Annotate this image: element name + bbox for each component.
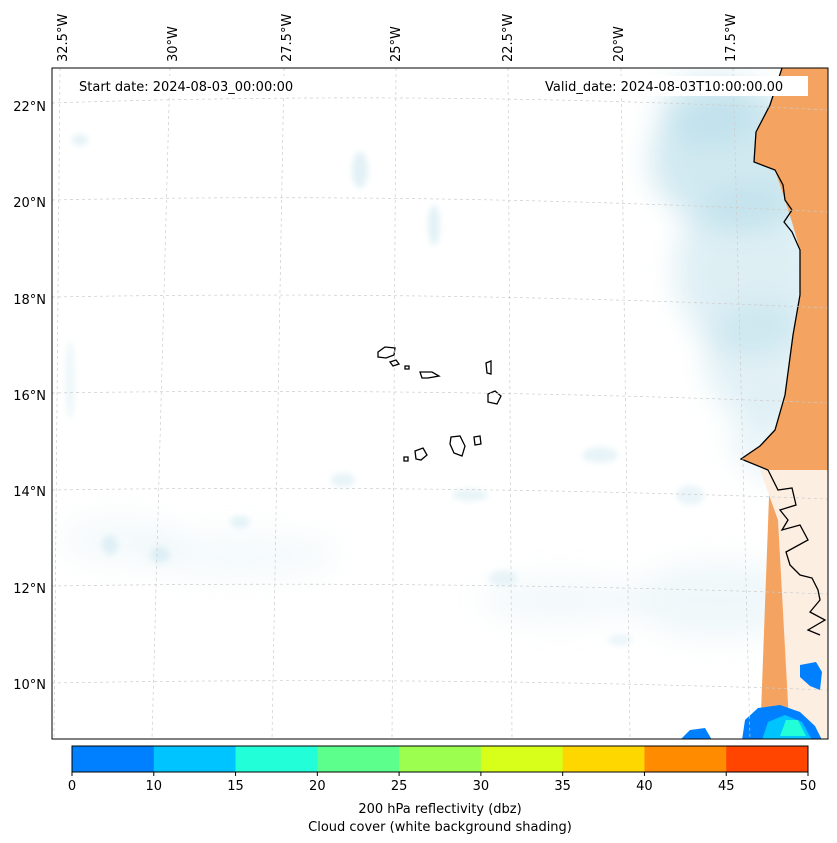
lon-label: 22.5°W	[501, 14, 516, 62]
colorbar-tick-label: 30	[473, 779, 490, 794]
colorbar-segment	[726, 746, 809, 772]
lon-label: 25°W	[389, 26, 404, 62]
colorbar-segment	[480, 746, 564, 772]
colorbar-tick-label: 10	[146, 779, 163, 794]
lat-label: 18°N	[13, 293, 46, 308]
colorbar-segment	[399, 746, 482, 772]
lat-label: 10°N	[13, 678, 46, 693]
lon-label: 17.5°W	[724, 14, 739, 62]
reflectivity-cells	[681, 662, 822, 739]
cape-verde-islands	[377, 346, 502, 462]
lon-label: 27.5°W	[280, 14, 295, 62]
coastline-africa	[739, 68, 827, 636]
colorbar-label-cloud: Cloud cover (white background shading)	[308, 820, 572, 835]
map-frame	[51, 67, 829, 740]
colorbar-tick-label: 0	[68, 779, 76, 794]
lat-label: 12°N	[13, 582, 46, 597]
colorbar-tick-label: 50	[800, 779, 817, 794]
colorbar: 0 10 15 20 25 30 35 40 45 50	[68, 745, 817, 794]
colorbar-tick-label: 15	[227, 779, 244, 794]
colorbar-tick-label: 20	[309, 779, 326, 794]
valid-date-box	[542, 76, 808, 96]
colorbar-tick-label: 35	[554, 779, 571, 794]
lon-label: 20°W	[612, 26, 627, 62]
colorbar-label-reflectivity: 200 hPa reflectivity (dbz)	[358, 802, 521, 817]
lat-label: 22°N	[13, 100, 46, 115]
lat-label: 16°N	[13, 389, 46, 404]
colorbar-segment	[153, 746, 237, 772]
colorbar-tick-label: 45	[718, 779, 735, 794]
colorbar-segment	[72, 746, 155, 772]
valid-date-label: Valid_date: 2024-08-03T10:00:00.00	[545, 80, 783, 95]
colorbar-tick-label: 40	[636, 779, 653, 794]
colorbar-tick-label: 25	[391, 779, 408, 794]
colorbar-segment	[317, 746, 400, 772]
gridlines	[52, 68, 828, 739]
lon-label: 32.5°W	[56, 14, 71, 62]
colorbar-segment	[644, 746, 727, 772]
colorbar-segment	[562, 746, 645, 772]
lat-label: 20°N	[13, 196, 46, 211]
start-date-label: Start date: 2024-08-03_00:00:00	[79, 80, 293, 95]
start-date-box	[76, 76, 316, 96]
colorbar-frame	[71, 745, 809, 773]
lon-label: 30°W	[166, 26, 181, 62]
lat-label: 14°N	[13, 485, 46, 500]
colorbar-segment	[235, 746, 318, 772]
